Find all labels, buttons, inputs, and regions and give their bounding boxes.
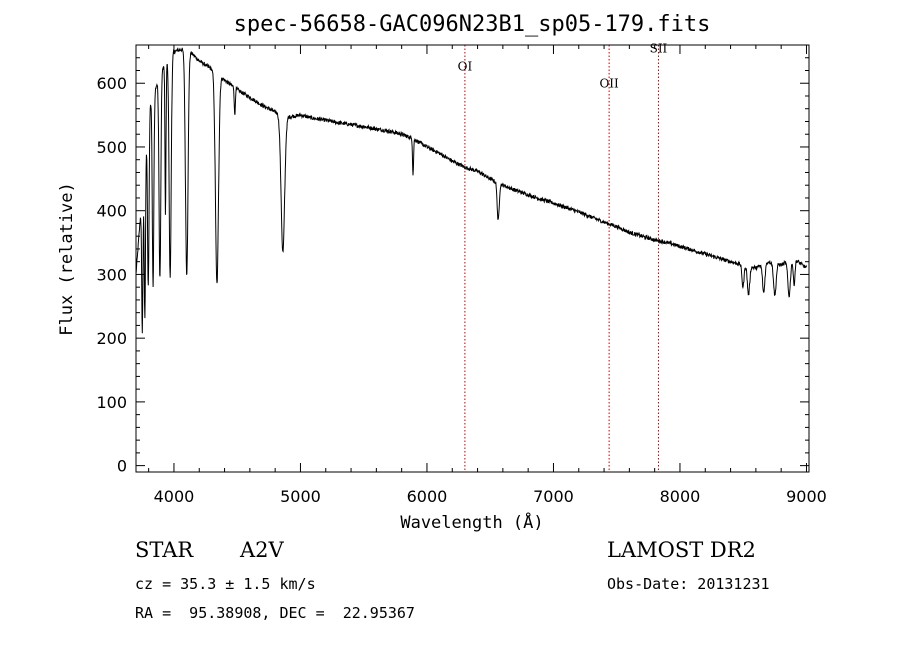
observation-date: Obs-Date: 20131231 [607,575,770,593]
coordinates: RA = 95.38908, DEC = 22.95367 [135,604,415,622]
y-tick-label: 400 [96,202,127,221]
y-tick-label: 0 [117,457,127,476]
x-tick-label: 6000 [407,487,448,506]
x-axis: 4000 5000 6000 7000 8000 9000 [148,45,827,506]
x-axis-label: Wavelength (Å) [400,511,543,533]
chart-title: spec-56658-GAC096N23B1_sp05-179.fits [234,12,711,37]
y-axis: 0 100 200 300 400 500 600 [96,44,809,476]
y-tick-label: 200 [96,329,127,348]
x-tick-label: 8000 [660,487,701,506]
x-tick-label: 7000 [533,487,574,506]
plot-frame [135,44,810,473]
marker-label: OII [599,77,619,91]
y-tick-label: 500 [96,138,127,157]
object-type: STAR [135,538,194,562]
x-tick-label: 9000 [786,487,827,506]
survey-name: LAMOST DR2 [607,538,756,562]
y-tick-label: 100 [96,393,127,412]
spectrum-line [135,47,807,334]
x-tick-label: 4000 [154,487,195,506]
marker-label: OI [458,59,473,73]
spectral-subclass: A2V [240,538,284,562]
y-axis-label: Flux (relative) [57,182,77,336]
marker-label: SII [650,42,668,56]
y-tick-label: 300 [96,265,127,284]
x-tick-label: 5000 [280,487,321,506]
y-tick-label: 600 [96,74,127,93]
velocity-readout: cz = 35.3 ± 1.5 km/s [135,575,316,593]
line-markers: OI OII SII [458,42,668,472]
